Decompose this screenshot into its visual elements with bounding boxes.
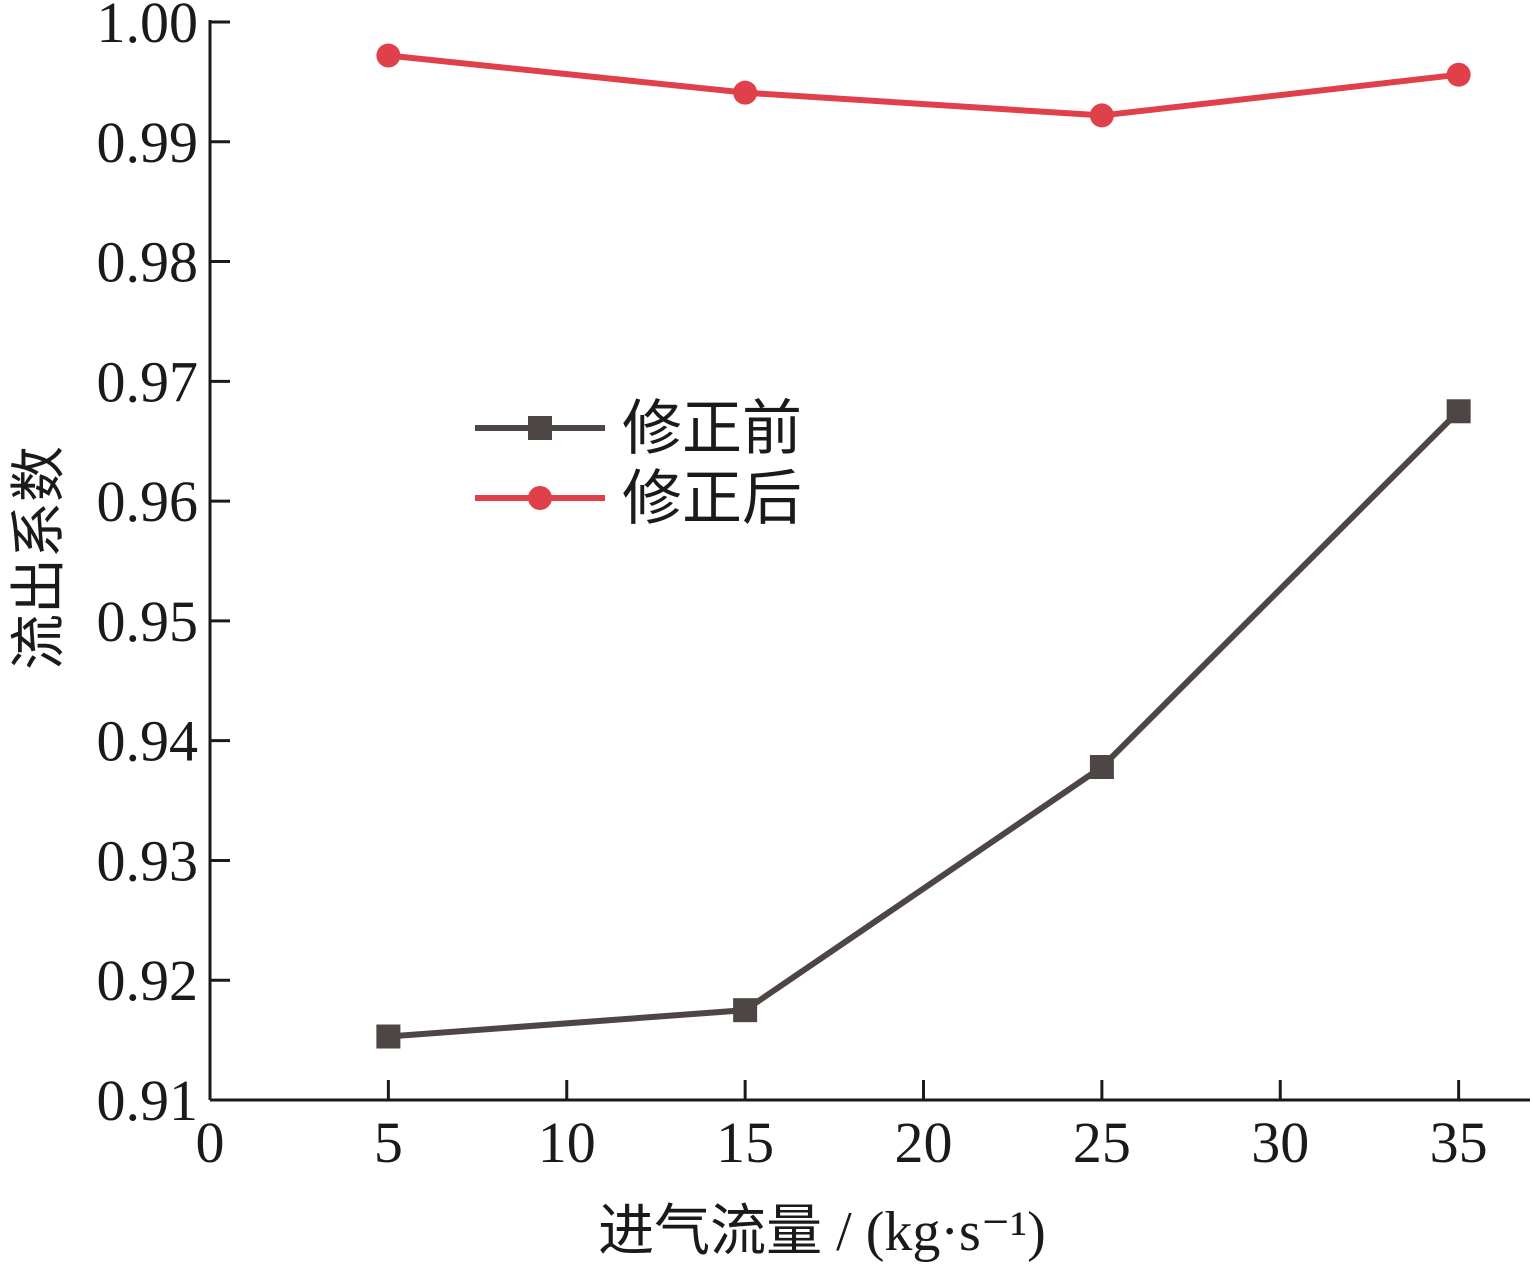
- series-2: [376, 43, 1471, 128]
- y-tick-label: 0.96: [97, 469, 199, 534]
- legend-marker-square: [528, 416, 552, 440]
- x-tick-label: 15: [716, 1110, 774, 1175]
- data-point-square: [1446, 399, 1471, 424]
- data-point-circle: [1446, 62, 1471, 87]
- x-tick-label: 25: [1073, 1110, 1131, 1175]
- data-point-square: [376, 1024, 401, 1049]
- x-tick-label: 30: [1251, 1110, 1309, 1175]
- y-tick-label: 0.92: [97, 948, 199, 1013]
- x-axis-title: 进气流量 / (kg·s⁻¹): [598, 1201, 1046, 1263]
- legend-label: 修正前: [622, 396, 802, 462]
- y-tick-label: 1.00: [97, 0, 199, 55]
- x-tick-label: 20: [895, 1110, 953, 1175]
- x-tick-label: 10: [538, 1110, 596, 1175]
- legend-marker-circle: [528, 486, 552, 510]
- y-tick-label: 0.95: [97, 589, 199, 654]
- legend-item-1: 修正前: [475, 396, 802, 462]
- x-tick-label: 0: [196, 1110, 225, 1175]
- y-tick-label: 0.98: [97, 230, 199, 295]
- y-tick-label: 0.99: [97, 110, 199, 175]
- data-point-circle: [1089, 103, 1114, 128]
- series-layer: [376, 43, 1471, 1049]
- y-tick-label: 0.97: [97, 349, 199, 414]
- y-tick-label: 0.91: [97, 1068, 199, 1133]
- series-line: [388, 52, 1459, 119]
- y-axis-title: 流出系数: [9, 446, 71, 670]
- series-line: [388, 409, 1461, 1040]
- y-tick-label: 0.93: [97, 828, 199, 893]
- y-tick-label: 0.94: [97, 709, 199, 774]
- legend-item-2: 修正后: [475, 466, 802, 532]
- data-point-circle: [733, 80, 758, 105]
- data-point-square: [1089, 755, 1114, 780]
- data-point-square: [733, 998, 758, 1023]
- x-tick-label: 5: [374, 1110, 403, 1175]
- x-tick-label: 35: [1430, 1110, 1488, 1175]
- axes: 0 5 10 15 20 25 30 35 0.91 0.92 0.93 0.94 0.95 0.96 0.…: [97, 0, 1530, 1175]
- data-point-circle: [376, 43, 401, 68]
- series-1: [376, 399, 1471, 1049]
- legend-label: 修正后: [622, 466, 802, 532]
